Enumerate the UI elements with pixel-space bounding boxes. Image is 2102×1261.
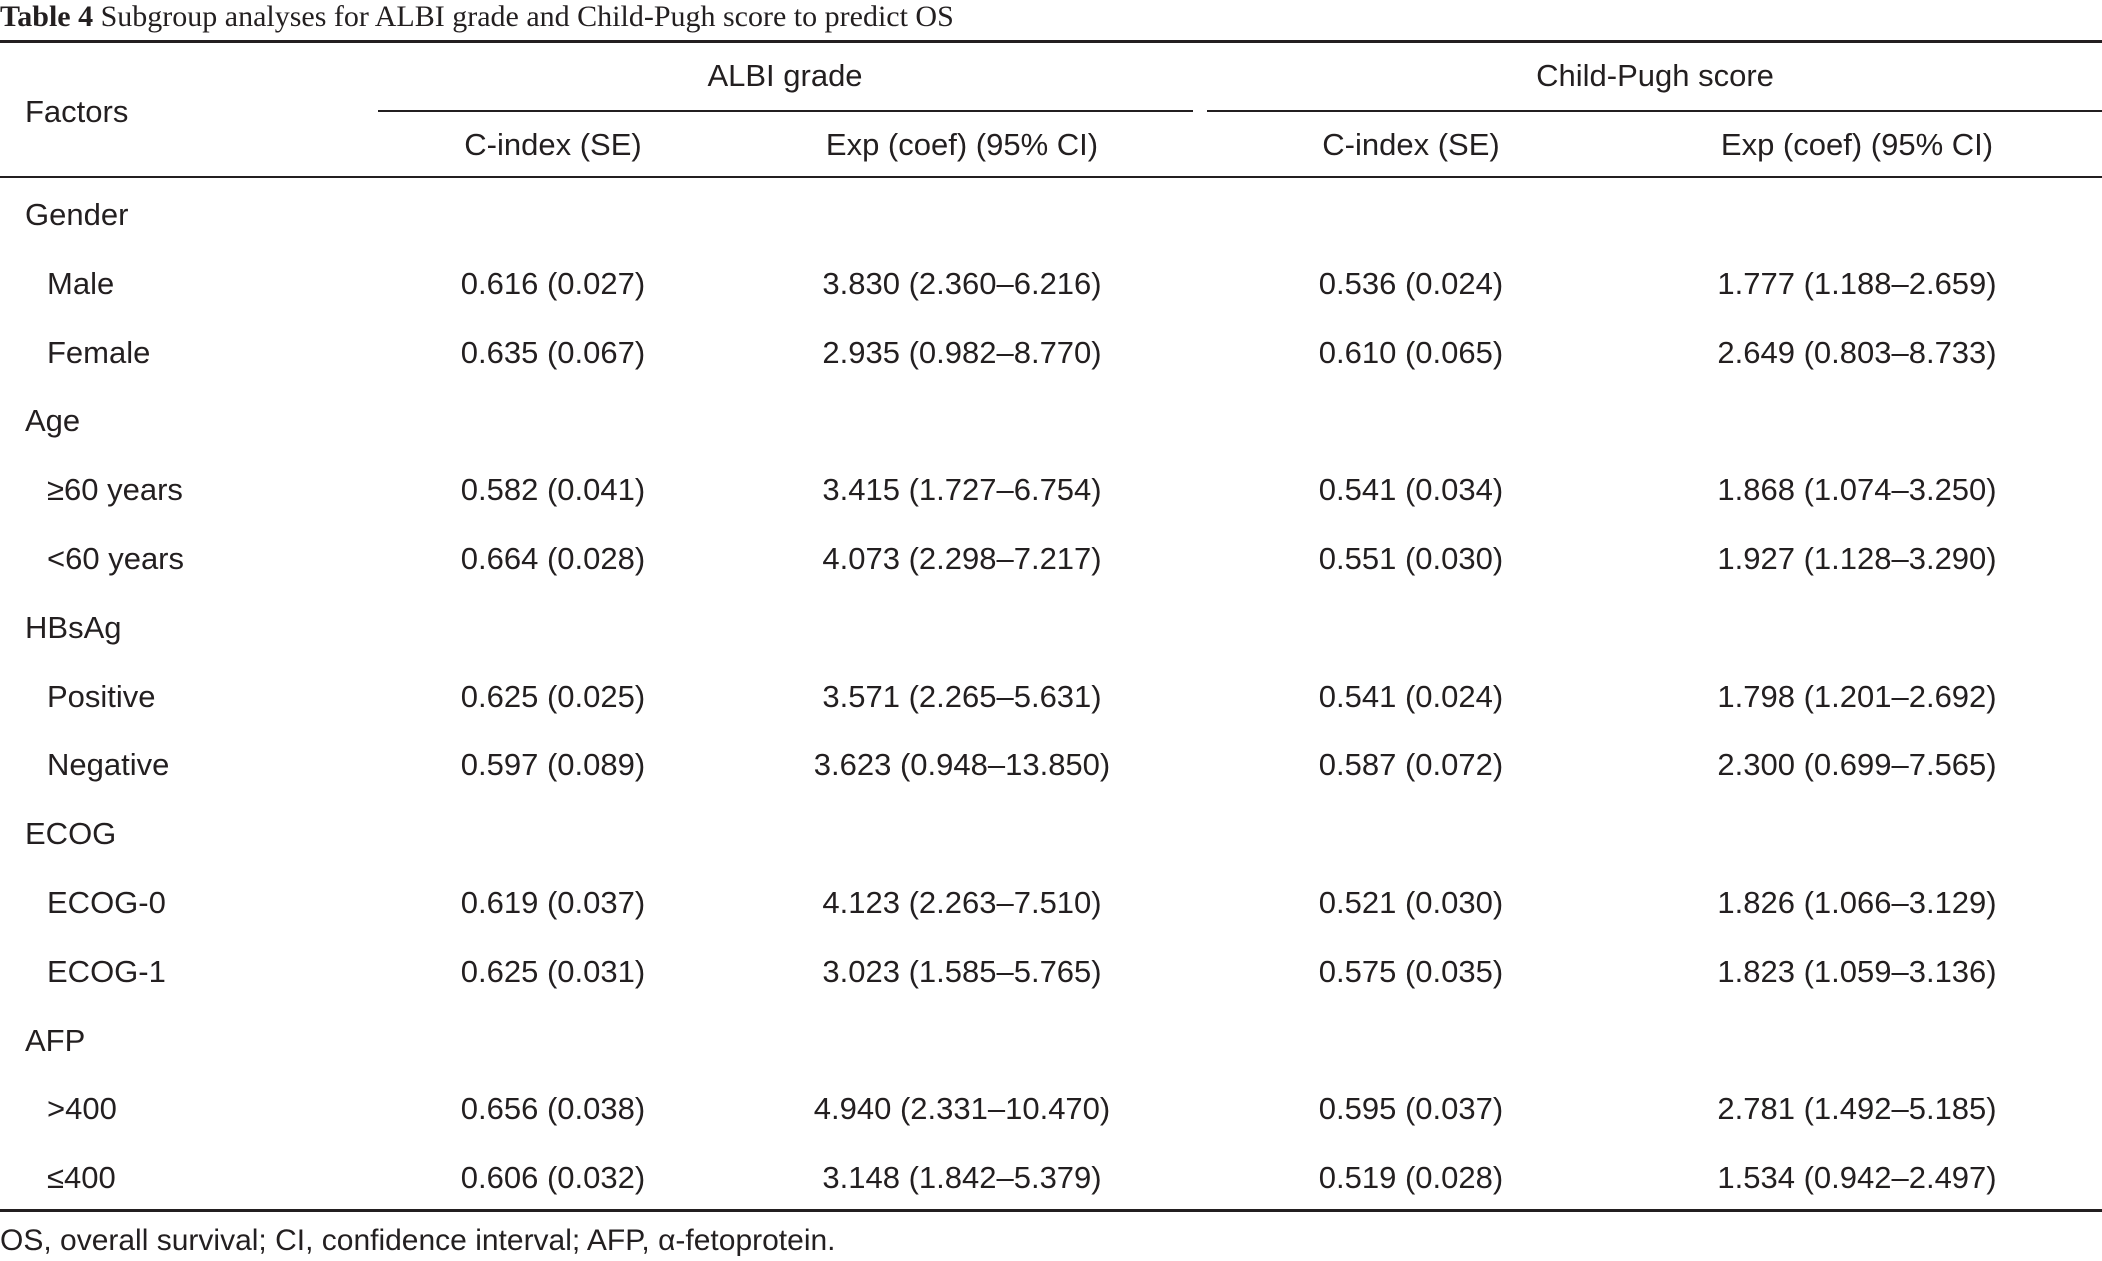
group-label: ECOG [25, 816, 117, 851]
childpugh-expcoef-cell: 2.300 (0.699–7.565) [1717, 747, 1997, 782]
albi-expcoef-cell: 3.571 (2.265–5.631) [822, 679, 1102, 714]
row-label: Female [47, 335, 151, 370]
childpugh-cindex-cell: 0.595 (0.037) [1318, 1091, 1504, 1126]
childpugh-cindex-cell: 0.541 (0.034) [1318, 472, 1504, 507]
factors-header: Factors [25, 94, 129, 129]
childpugh-expcoef-cell: 1.777 (1.188–2.659) [1717, 266, 1997, 301]
albi-cindex-cell: 0.616 (0.027) [460, 266, 646, 301]
row-label: ECOG-0 [47, 885, 166, 920]
row-label: >400 [47, 1091, 117, 1126]
albi-expcoef-cell: 4.940 (2.331–10.470) [813, 1091, 1111, 1126]
childpugh-cindex-cell: 0.521 (0.030) [1318, 885, 1504, 920]
group-label: AFP [25, 1023, 86, 1058]
albi-expcoef-cell: 4.073 (2.298–7.217) [822, 541, 1102, 576]
childpugh-cindex-cell: 0.587 (0.072) [1318, 747, 1504, 782]
row-label: <60 years [47, 541, 185, 576]
childpugh-cindex-cell: 0.575 (0.035) [1318, 954, 1504, 989]
row-label: Male [47, 266, 115, 301]
childpugh-expcoef-cell: 2.649 (0.803–8.733) [1717, 335, 1997, 370]
childpugh-cindex-cell: 0.541 (0.024) [1318, 679, 1504, 714]
row-label: Negative [47, 747, 170, 782]
table-top-rule [0, 40, 2102, 43]
albi-cindex-cell: 0.656 (0.038) [460, 1091, 646, 1126]
childpugh-expcoef-cell: 1.823 (1.059–3.136) [1717, 954, 1997, 989]
albi-cindex-cell: 0.635 (0.067) [460, 335, 646, 370]
table-bottom-rule [0, 1209, 2102, 1212]
albi-cindex-header: C-index (SE) [464, 127, 642, 162]
row-label: ECOG-1 [47, 954, 166, 989]
albi-cindex-cell: 0.619 (0.037) [460, 885, 646, 920]
albi-cindex-cell: 0.606 (0.032) [460, 1160, 646, 1195]
childpugh-cindex-cell: 0.536 (0.024) [1318, 266, 1504, 301]
albi-expcoef-cell: 3.023 (1.585–5.765) [822, 954, 1102, 989]
group-label: Age [25, 403, 81, 438]
albi-expcoef-cell: 3.623 (0.948–13.850) [813, 747, 1111, 782]
child-pugh-header: Child-Pugh score [1536, 58, 1774, 93]
table-title: Subgroup analyses for ALBI grade and Chi… [100, 0, 954, 33]
childpugh-expcoef-cell: 2.781 (1.492–5.185) [1717, 1091, 1997, 1126]
childpugh-cindex-header: C-index (SE) [1322, 127, 1500, 162]
albi-grade-header: ALBI grade [707, 58, 863, 93]
albi-cindex-cell: 0.597 (0.089) [460, 747, 646, 782]
albi-cindex-cell: 0.625 (0.031) [460, 954, 646, 989]
albi-expcoef-cell: 3.415 (1.727–6.754) [822, 472, 1102, 507]
row-label: Positive [47, 679, 156, 714]
albi-cindex-cell: 0.582 (0.041) [460, 472, 646, 507]
albi-expcoef-cell: 4.123 (2.263–7.510) [822, 885, 1102, 920]
albi-expcoef-cell: 2.935 (0.982–8.770) [822, 335, 1102, 370]
row-label: ≤400 [47, 1160, 116, 1195]
albi-group-rule [378, 110, 1193, 112]
childpugh-expcoef-header: Exp (coef) (95% CI) [1720, 127, 1994, 162]
group-label: HBsAg [25, 610, 122, 645]
albi-expcoef-header: Exp (coef) (95% CI) [825, 127, 1099, 162]
albi-cindex-cell: 0.625 (0.025) [460, 679, 646, 714]
childpugh-cindex-cell: 0.551 (0.030) [1318, 541, 1504, 576]
table-number: Table 4 [0, 0, 94, 33]
childpugh-expcoef-cell: 1.826 (1.066–3.129) [1717, 885, 1997, 920]
header-rule [0, 176, 2102, 178]
childpugh-expcoef-cell: 1.534 (0.942–2.497) [1717, 1160, 1997, 1195]
albi-expcoef-cell: 3.148 (1.842–5.379) [822, 1160, 1102, 1195]
childpugh-expcoef-cell: 1.868 (1.074–3.250) [1717, 472, 1997, 507]
albi-expcoef-cell: 3.830 (2.360–6.216) [822, 266, 1102, 301]
child-pugh-group-rule [1207, 110, 2102, 112]
albi-cindex-cell: 0.664 (0.028) [460, 541, 646, 576]
table-caption: Table 4 Subgroup analyses for ALBI grade… [0, 0, 954, 40]
childpugh-expcoef-cell: 1.798 (1.201–2.692) [1717, 679, 1997, 714]
group-label: Gender [25, 197, 129, 232]
row-label: ≥60 years [47, 472, 183, 507]
childpugh-cindex-cell: 0.610 (0.065) [1318, 335, 1504, 370]
table-footnote: OS, overall survival; CI, confidence int… [0, 1224, 836, 1257]
childpugh-cindex-cell: 0.519 (0.028) [1318, 1160, 1504, 1195]
childpugh-expcoef-cell: 1.927 (1.128–3.290) [1717, 541, 1997, 576]
